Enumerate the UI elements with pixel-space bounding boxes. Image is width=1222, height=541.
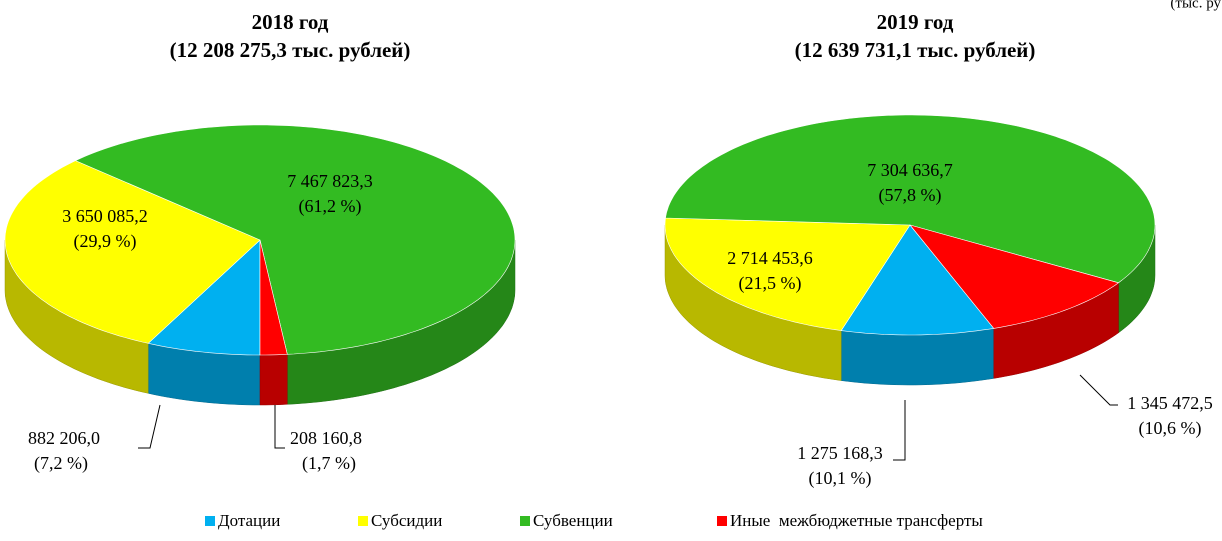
value-label: 208 160,8	[290, 428, 362, 448]
percent-label: (57,8 %)	[879, 185, 942, 206]
leader-line	[138, 404, 161, 449]
percent-label: (10,6 %)	[1139, 418, 1202, 439]
pie-slice	[909, 224, 1120, 329]
legend-swatch	[358, 516, 368, 526]
pie-slice	[664, 217, 911, 331]
value-label: 882 206,0	[28, 428, 100, 448]
pie-slice	[665, 114, 1156, 284]
percent-label: (1,7 %)	[302, 453, 356, 474]
pie-slice	[74, 124, 516, 355]
pie-side	[840, 328, 995, 386]
legend-swatch	[717, 516, 727, 526]
pie-slice	[147, 239, 261, 356]
value-label: 1 275 168,3	[797, 443, 883, 463]
legend-swatch	[520, 516, 530, 526]
value-label: 7 304 636,7	[867, 160, 953, 180]
pie-side	[259, 354, 288, 406]
percent-label: (7,2 %)	[34, 453, 88, 474]
chart-title: 2018 год	[252, 10, 329, 34]
pie-slice	[259, 239, 288, 356]
chart-subtitle: (12 208 275,3 тыс. рублей)	[170, 38, 411, 62]
chart-subtitle: (12 639 731,1 тыс. рублей)	[795, 38, 1036, 62]
pie-slice	[4, 160, 261, 344]
percent-label: (29,9 %)	[74, 231, 137, 252]
leader-line	[893, 400, 906, 461]
leader-line	[1079, 374, 1118, 406]
value-label: 3 650 085,2	[62, 206, 148, 226]
unit-note: (тыс. ру	[1170, 0, 1221, 11]
percent-label: (61,2 %)	[299, 196, 362, 217]
pie-slice	[840, 224, 995, 336]
value-label: 1 345 472,5	[1127, 393, 1213, 413]
legend-swatch	[205, 516, 215, 526]
legend-label: Дотации	[218, 511, 280, 530]
chart-title: 2019 год	[877, 10, 954, 34]
legend-label: Субсидии	[371, 511, 442, 530]
leader-line	[274, 405, 285, 449]
value-label: 7 467 823,3	[287, 171, 373, 191]
legend-label: Субвенции	[533, 511, 613, 530]
percent-label: (21,5 %)	[739, 273, 802, 294]
value-label: 2 714 453,6	[727, 248, 813, 268]
percent-label: (10,1 %)	[809, 468, 872, 489]
legend-label: Иные межбюджетные трансферты	[730, 511, 983, 530]
